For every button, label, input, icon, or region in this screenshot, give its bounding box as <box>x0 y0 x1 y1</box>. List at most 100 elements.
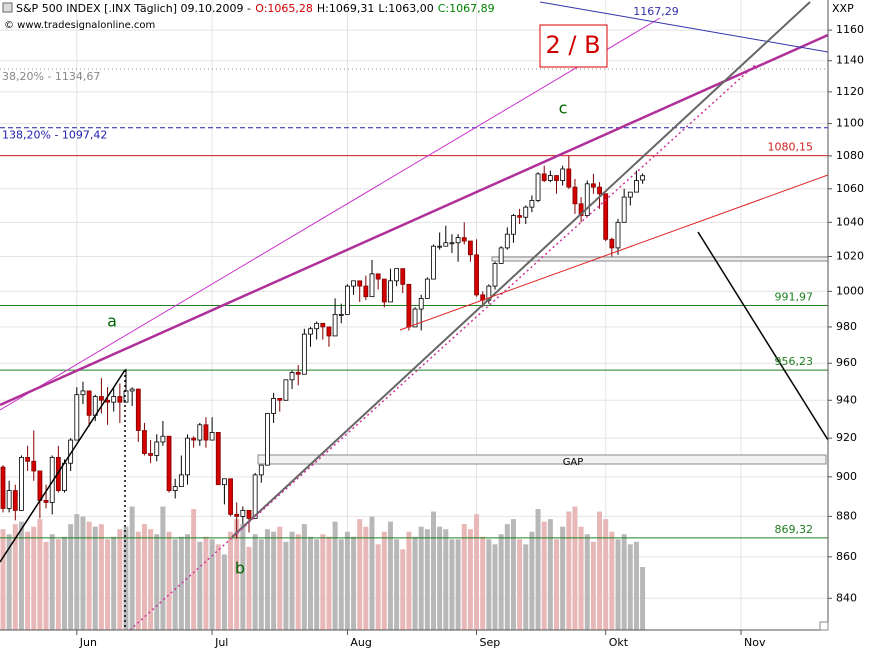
candle-body <box>394 268 400 282</box>
menu-icon[interactable] <box>2 2 13 13</box>
candle-body <box>443 242 449 247</box>
volume-bar <box>148 529 154 630</box>
candle-body <box>80 390 86 396</box>
candle-body <box>215 432 221 486</box>
trend-line <box>0 33 828 407</box>
volume-bar <box>197 541 203 630</box>
candle-body <box>320 322 326 328</box>
candle-body <box>418 298 424 310</box>
volume-bar <box>640 567 646 630</box>
candle-body <box>37 470 43 501</box>
volume-bar <box>160 506 166 630</box>
volume-bar <box>314 539 320 630</box>
volume-bar <box>541 521 547 630</box>
volume-bar <box>49 534 55 630</box>
trend-line <box>0 369 126 563</box>
volume-bar <box>252 534 258 630</box>
y-tick-label: 1060 <box>836 182 864 195</box>
candle-body <box>474 254 479 296</box>
gap-label: GAP <box>563 457 584 468</box>
volume-bar <box>0 529 6 630</box>
trend-line <box>129 64 756 630</box>
volume-bar <box>25 531 31 630</box>
volume-bar <box>215 544 221 630</box>
candle-body <box>332 313 338 337</box>
volume-bar <box>431 511 436 630</box>
trend-line <box>0 17 661 411</box>
volume-bar <box>62 536 67 630</box>
volume-bar <box>529 531 535 630</box>
plot-area <box>0 1 828 630</box>
level-label: 138,20% - 1097,42 <box>2 129 107 142</box>
volume-bar <box>554 539 559 630</box>
candle-body <box>578 203 584 216</box>
candle-body <box>197 424 203 441</box>
level-label: 991,97 <box>775 291 814 304</box>
candle-body <box>406 283 412 328</box>
candle-body <box>240 509 246 517</box>
volume-bar <box>289 531 295 630</box>
volume-bar <box>68 524 74 630</box>
volume-bar <box>332 521 338 630</box>
volume-bar <box>92 526 98 630</box>
candle-body <box>178 474 184 488</box>
count-label: 2 / B <box>545 31 600 59</box>
volume-bar <box>467 529 473 630</box>
volume-bar <box>166 531 172 630</box>
candle-body <box>424 278 430 299</box>
y-tick-label: 1040 <box>836 215 864 228</box>
candle-body <box>381 278 387 303</box>
volume-bar <box>12 524 18 630</box>
volume-bar <box>523 544 529 630</box>
level-label: 956,23 <box>775 355 814 368</box>
gap-box <box>257 454 827 465</box>
volume-bar <box>221 554 227 630</box>
projection-line <box>697 231 828 441</box>
candle-body <box>258 464 264 476</box>
y-tick-label: 1080 <box>836 149 864 162</box>
candle-body <box>295 372 301 375</box>
volume-bar <box>621 534 627 630</box>
level-label: 869,32 <box>775 523 814 536</box>
source: © www.tradesignalonline.com <box>4 20 155 31</box>
volume-bar <box>437 526 443 630</box>
volume-bar <box>412 536 418 630</box>
levels <box>0 68 828 539</box>
volume-bar <box>203 536 209 630</box>
candle-body <box>338 313 344 316</box>
candle-body <box>412 308 418 328</box>
corner-box <box>819 621 829 631</box>
volume-bar <box>597 511 603 630</box>
y-tick-label: 860 <box>836 550 857 563</box>
candle-body <box>135 388 141 431</box>
volume-bar <box>234 519 240 630</box>
candle-body <box>547 175 553 181</box>
x-tick-label: Jul <box>214 636 228 649</box>
volume-bar <box>320 534 326 630</box>
y-tick-label: 1020 <box>836 250 864 263</box>
candle-body <box>517 215 522 218</box>
candles <box>0 155 645 539</box>
candle-body <box>111 396 117 403</box>
candle-body <box>504 233 510 249</box>
volume-bar <box>369 516 375 630</box>
low-text: L:1063,00 <box>378 2 433 15</box>
volume-bars <box>0 506 646 630</box>
volume-bar <box>277 526 283 630</box>
volume-bar <box>443 529 449 630</box>
volume-bar <box>326 536 332 630</box>
candle-body <box>437 245 443 248</box>
volume-bar <box>590 541 596 630</box>
y-tick-label: 1100 <box>836 117 864 130</box>
volume-bar <box>498 534 504 630</box>
close-text: C:1067,89 <box>438 2 495 15</box>
candle-body <box>12 490 18 511</box>
volume-bar <box>246 546 252 630</box>
y-tick-label: 1160 <box>836 23 864 36</box>
volume-bar <box>191 509 197 630</box>
candle-body <box>301 333 307 375</box>
candle-body <box>117 396 123 403</box>
grid <box>0 0 828 630</box>
candle-body <box>105 399 110 403</box>
volume-bar <box>603 519 609 630</box>
